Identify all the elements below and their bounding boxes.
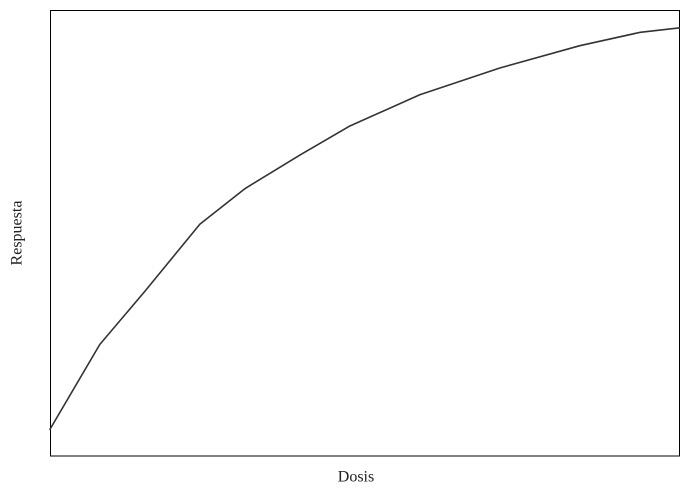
plot-frame bbox=[50, 10, 680, 457]
x-axis-label: Dosis bbox=[338, 469, 374, 486]
y-axis-label: Respuesta bbox=[9, 201, 26, 266]
curve bbox=[49, 27, 680, 431]
